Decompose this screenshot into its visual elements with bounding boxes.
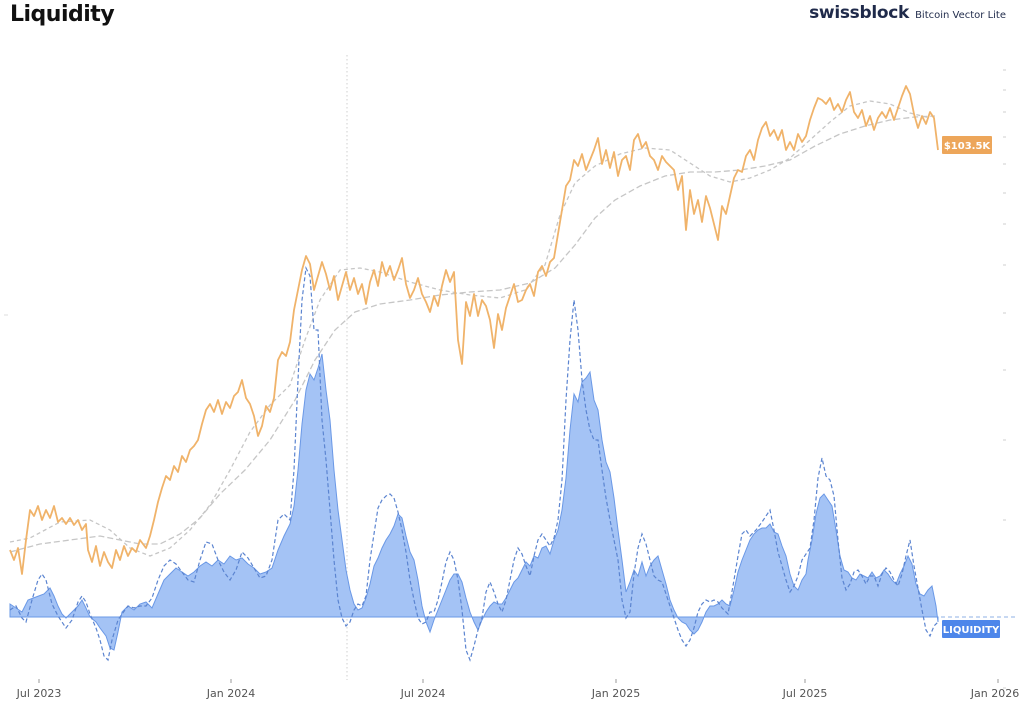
price-ma-short <box>9 100 931 557</box>
price-ma-long <box>9 115 936 553</box>
liquidity-end-tag: LIQUIDITY <box>942 620 1000 638</box>
x-tick-label: Jan 2024 <box>206 687 255 700</box>
btc-price-line <box>9 85 939 575</box>
x-tick-label: Jul 2024 <box>400 687 446 700</box>
x-tick-label: Jan 2026 <box>970 687 1019 700</box>
page-title: Liquidity <box>10 2 115 27</box>
price-end-tag-text: $103.5K <box>944 141 992 152</box>
liquidity-end-tag-text: LIQUIDITY <box>943 625 1000 636</box>
x-tick-label: Jul 2025 <box>782 687 828 700</box>
price-end-tag: $103.5K <box>942 136 992 154</box>
x-axis <box>38 679 999 683</box>
liquidity-signal-line <box>9 265 939 662</box>
liquidity-area <box>9 353 939 651</box>
x-tick-label: Jul 2023 <box>16 687 62 700</box>
brand-product: Bitcoin Vector Lite <box>915 10 1006 21</box>
right-axis-ticks <box>1003 69 1006 689</box>
brand-name: swissblock <box>809 3 910 23</box>
x-tick-label: Jan 2025 <box>591 687 640 700</box>
brand-logo: swissblock Bitcoin Vector Lite <box>809 3 1006 23</box>
